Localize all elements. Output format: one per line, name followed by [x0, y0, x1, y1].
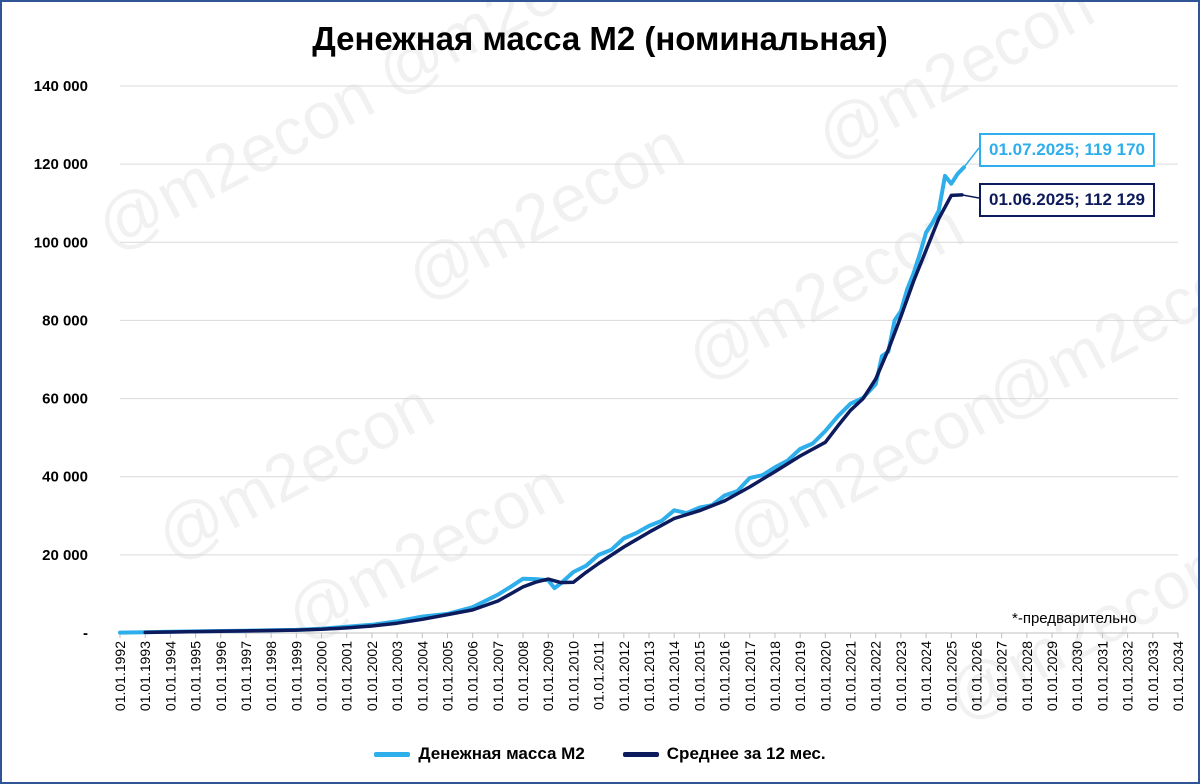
y-tick-label: 20 000	[42, 547, 88, 564]
x-tick-label: 01.01.2026	[968, 641, 984, 711]
x-tick-label: 01.01.1997	[238, 641, 254, 711]
x-tick-label: 01.01.2020	[817, 641, 833, 711]
x-tick-label: 01.01.2028	[1019, 641, 1035, 711]
y-tick-label: 120 000	[34, 156, 88, 173]
callout-leader-avg	[961, 194, 980, 199]
callout-avg-last: 01.06.2025; 112 129	[979, 183, 1155, 217]
x-tick-label: 01.01.2019	[792, 641, 808, 711]
watermark-text: @m2econ	[674, 187, 975, 394]
y-axis: - 20 000 40 000 60 000 80 000 100 000 120 000 1…	[34, 78, 88, 642]
watermark-text: @m2econ	[974, 227, 1198, 434]
preliminary-note: *-предварительно	[1012, 610, 1137, 627]
chart-title: Денежная масса М2 (номинальная)	[312, 20, 888, 57]
x-tick-label: 01.01.2021	[843, 641, 859, 711]
x-tick-label: 01.01.1998	[263, 641, 279, 711]
legend-item-avg: Среднее за 12 мес.	[622, 744, 826, 764]
callout-leaders	[961, 147, 980, 199]
x-tick-label: 01.01.2003	[389, 641, 405, 711]
x-tick-label: 01.01.2008	[515, 641, 531, 711]
x-tick-label: 01.01.2007	[490, 641, 506, 711]
y-tick-label: 100 000	[34, 234, 88, 251]
series-line-avg	[143, 193, 964, 635]
x-tick-label: 01.01.2001	[339, 641, 355, 711]
y-tick-label: 140 000	[34, 78, 88, 95]
x-tick-label: 01.01.2004	[414, 641, 430, 711]
x-tick-label: 01.01.2005	[439, 641, 455, 711]
x-tick-label: 01.01.1995	[188, 641, 204, 711]
x-tick-label: 01.01.2027	[994, 641, 1010, 711]
legend-label-avg: Среднее за 12 мес.	[666, 744, 826, 763]
x-tick-label: 01.01.2009	[540, 641, 556, 711]
x-tick-label: 01.01.1994	[162, 641, 178, 711]
watermark-text: @m2econ	[394, 107, 695, 314]
y-tick-label: 40 000	[42, 469, 88, 486]
x-tick-label: 01.01.1996	[213, 641, 229, 711]
x-tick-label: 01.01.2018	[767, 641, 783, 711]
x-tick-label: 01.01.2033	[1145, 641, 1161, 711]
x-tick-label: 01.01.2017	[742, 641, 758, 711]
x-tick-label: 01.01.2016	[717, 641, 733, 711]
x-tick-label: 01.01.2015	[691, 641, 707, 711]
x-axis: 01.01.1992 01.01.1993 01.01.1994 01.01.1995…	[112, 633, 1186, 711]
x-tick-label: 01.01.1999	[288, 641, 304, 711]
x-tick-label: 01.01.2025	[943, 641, 959, 711]
x-tick-label: 01.01.2030	[1069, 641, 1085, 711]
watermark-text: @m2econ	[84, 57, 385, 264]
legend-item-m2: Денежная масса М2	[374, 744, 585, 764]
x-tick-label: 01.01.2031	[1094, 641, 1110, 711]
x-tick-label: 01.01.2022	[868, 641, 884, 711]
callout-m2-last: 01.07.2025; 119 170	[979, 133, 1155, 167]
x-tick-label: 01.01.2006	[465, 641, 481, 711]
watermark-text: @m2econ	[364, 2, 665, 109]
legend: Денежная масса М2 Среднее за 12 мес.	[2, 744, 1198, 764]
series-layer	[118, 165, 966, 635]
x-tick-label: 01.01.2002	[364, 641, 380, 711]
y-tick-label: -	[83, 625, 88, 642]
legend-swatch-m2	[374, 751, 411, 757]
x-tick-label: 01.01.2023	[893, 641, 909, 711]
x-tick-label: 01.01.2012	[616, 641, 632, 711]
x-tick-label: 01.01.2011	[591, 641, 607, 710]
x-tick-label: 01.01.2024	[918, 641, 934, 711]
x-tick-label: 01.01.2000	[314, 641, 330, 711]
x-tick-label: 01.01.2029	[1044, 641, 1060, 711]
x-tick-label: 01.01.1992	[112, 641, 128, 711]
legend-label-m2: Денежная масса М2	[418, 744, 585, 763]
x-tick-label: 01.01.1993	[137, 641, 153, 711]
x-tick-label: 01.01.2014	[666, 641, 682, 711]
x-tick-label: 01.01.2034	[1170, 641, 1186, 711]
callout-leader-m2	[963, 147, 980, 168]
legend-swatch-avg	[622, 751, 659, 757]
x-tick-label: 01.01.2032	[1120, 641, 1136, 711]
x-tick-label: 01.01.2010	[565, 641, 581, 711]
x-tick-label: 01.01.2013	[641, 641, 657, 711]
y-tick-label: 80 000	[42, 312, 88, 329]
y-tick-label: 60 000	[42, 391, 88, 408]
